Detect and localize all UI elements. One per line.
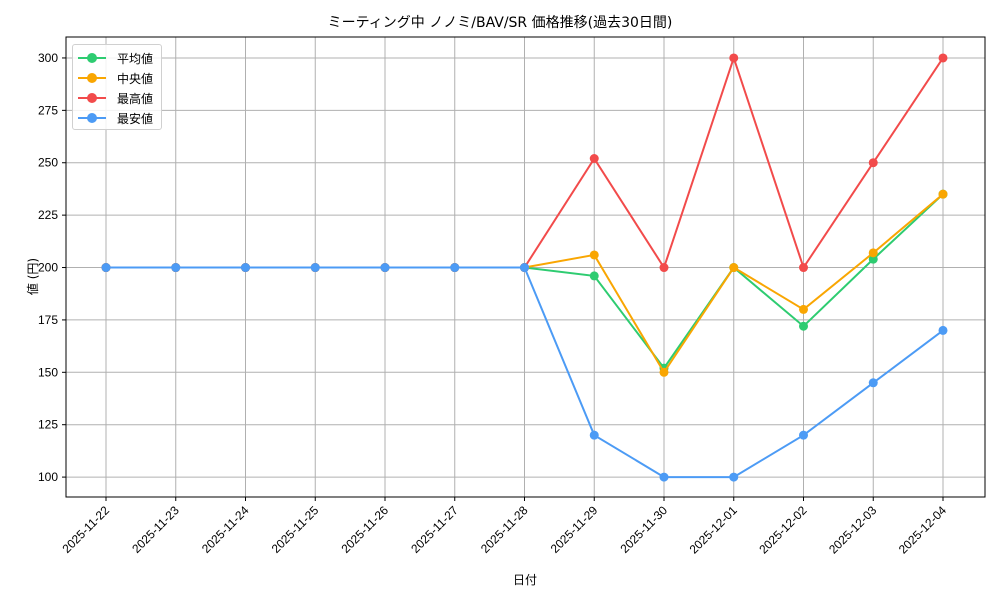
x-tick-label: 2025-11-25 bbox=[269, 503, 322, 556]
x-tick-label: 2025-12-03 bbox=[826, 503, 880, 557]
legend-marker-icon bbox=[87, 53, 97, 63]
x-tick-label: 2025-11-29 bbox=[548, 503, 601, 556]
data-point bbox=[729, 263, 739, 273]
y-tick-label: 125 bbox=[38, 418, 58, 432]
x-tick-label: 2025-11-30 bbox=[617, 503, 670, 556]
legend-label: 平均値 bbox=[117, 52, 154, 66]
legend-marker-icon bbox=[87, 93, 97, 103]
data-point bbox=[729, 53, 739, 63]
x-tick-label: 2025-11-27 bbox=[408, 503, 461, 556]
legend-item: 最安値 bbox=[73, 108, 161, 128]
x-tick-label: 2025-12-04 bbox=[896, 503, 950, 557]
legend-label: 最安値 bbox=[117, 112, 154, 126]
data-point bbox=[799, 430, 808, 440]
chart-title: ミーティング中 ノノミ/BAV/SR 価格推移(過去30日間) bbox=[327, 15, 673, 31]
data-point bbox=[659, 367, 669, 377]
x-tick-label: 2025-11-23 bbox=[129, 503, 182, 556]
data-point bbox=[868, 248, 878, 258]
data-point bbox=[589, 430, 599, 440]
data-point bbox=[310, 263, 320, 273]
x-tick-label: 2025-11-22 bbox=[59, 503, 112, 556]
x-tick-label: 2025-11-24 bbox=[199, 503, 252, 556]
x-tick-label: 2025-12-02 bbox=[756, 503, 810, 557]
data-point bbox=[729, 472, 739, 482]
legend-label: 中央値 bbox=[117, 72, 154, 86]
y-tick-label: 150 bbox=[38, 365, 58, 379]
data-point bbox=[589, 250, 599, 260]
legend-item: 中央値 bbox=[73, 68, 161, 88]
x-axis-label: 日付 bbox=[512, 573, 537, 587]
data-point bbox=[799, 304, 808, 314]
y-tick-label: 175 bbox=[38, 313, 58, 327]
y-tick-label: 250 bbox=[38, 156, 58, 170]
x-tick-label: 2025-11-28 bbox=[478, 503, 531, 556]
data-point bbox=[659, 472, 669, 482]
legend: 平均値中央値最高値最安値 bbox=[72, 44, 162, 130]
legend-item: 最高値 bbox=[73, 88, 161, 108]
data-point bbox=[938, 189, 948, 199]
x-axis-ticks: 2025-11-22 2025-11-23 2025-11-24 2025-11-25… bbox=[59, 497, 949, 557]
series-最安値 bbox=[101, 263, 948, 482]
data-point bbox=[450, 263, 460, 273]
data-point bbox=[380, 263, 390, 273]
data-point bbox=[938, 53, 948, 63]
y-axis-ticks: 100 125 150 175 200 225 250 275 300 bbox=[38, 51, 66, 484]
axes-frame bbox=[65, 36, 986, 498]
y-tick-label: 225 bbox=[38, 208, 58, 222]
y-tick-label: 200 bbox=[38, 261, 58, 275]
data-point bbox=[938, 325, 948, 335]
legend-item: 平均値 bbox=[73, 48, 161, 68]
data-point bbox=[659, 263, 669, 273]
series-layer bbox=[101, 53, 948, 482]
data-point bbox=[589, 154, 599, 164]
legend-marker-icon bbox=[87, 73, 97, 83]
legend-marker-icon bbox=[87, 113, 97, 123]
y-tick-label: 100 bbox=[38, 470, 58, 484]
data-point bbox=[241, 263, 250, 273]
legend-label: 最高値 bbox=[117, 92, 154, 106]
x-tick-label: 2025-11-26 bbox=[338, 503, 391, 556]
data-point bbox=[589, 271, 599, 281]
data-point bbox=[520, 263, 529, 273]
y-axis-label: 値 (円) bbox=[26, 257, 41, 296]
y-tick-label: 300 bbox=[38, 51, 58, 65]
data-point bbox=[868, 378, 878, 388]
data-point bbox=[101, 263, 111, 273]
x-tick-label: 2025-12-01 bbox=[687, 503, 741, 557]
data-point bbox=[799, 321, 808, 331]
y-tick-label: 275 bbox=[38, 103, 58, 117]
data-point bbox=[868, 254, 878, 264]
data-point bbox=[868, 158, 878, 168]
data-point bbox=[171, 263, 181, 273]
data-point bbox=[799, 263, 808, 273]
